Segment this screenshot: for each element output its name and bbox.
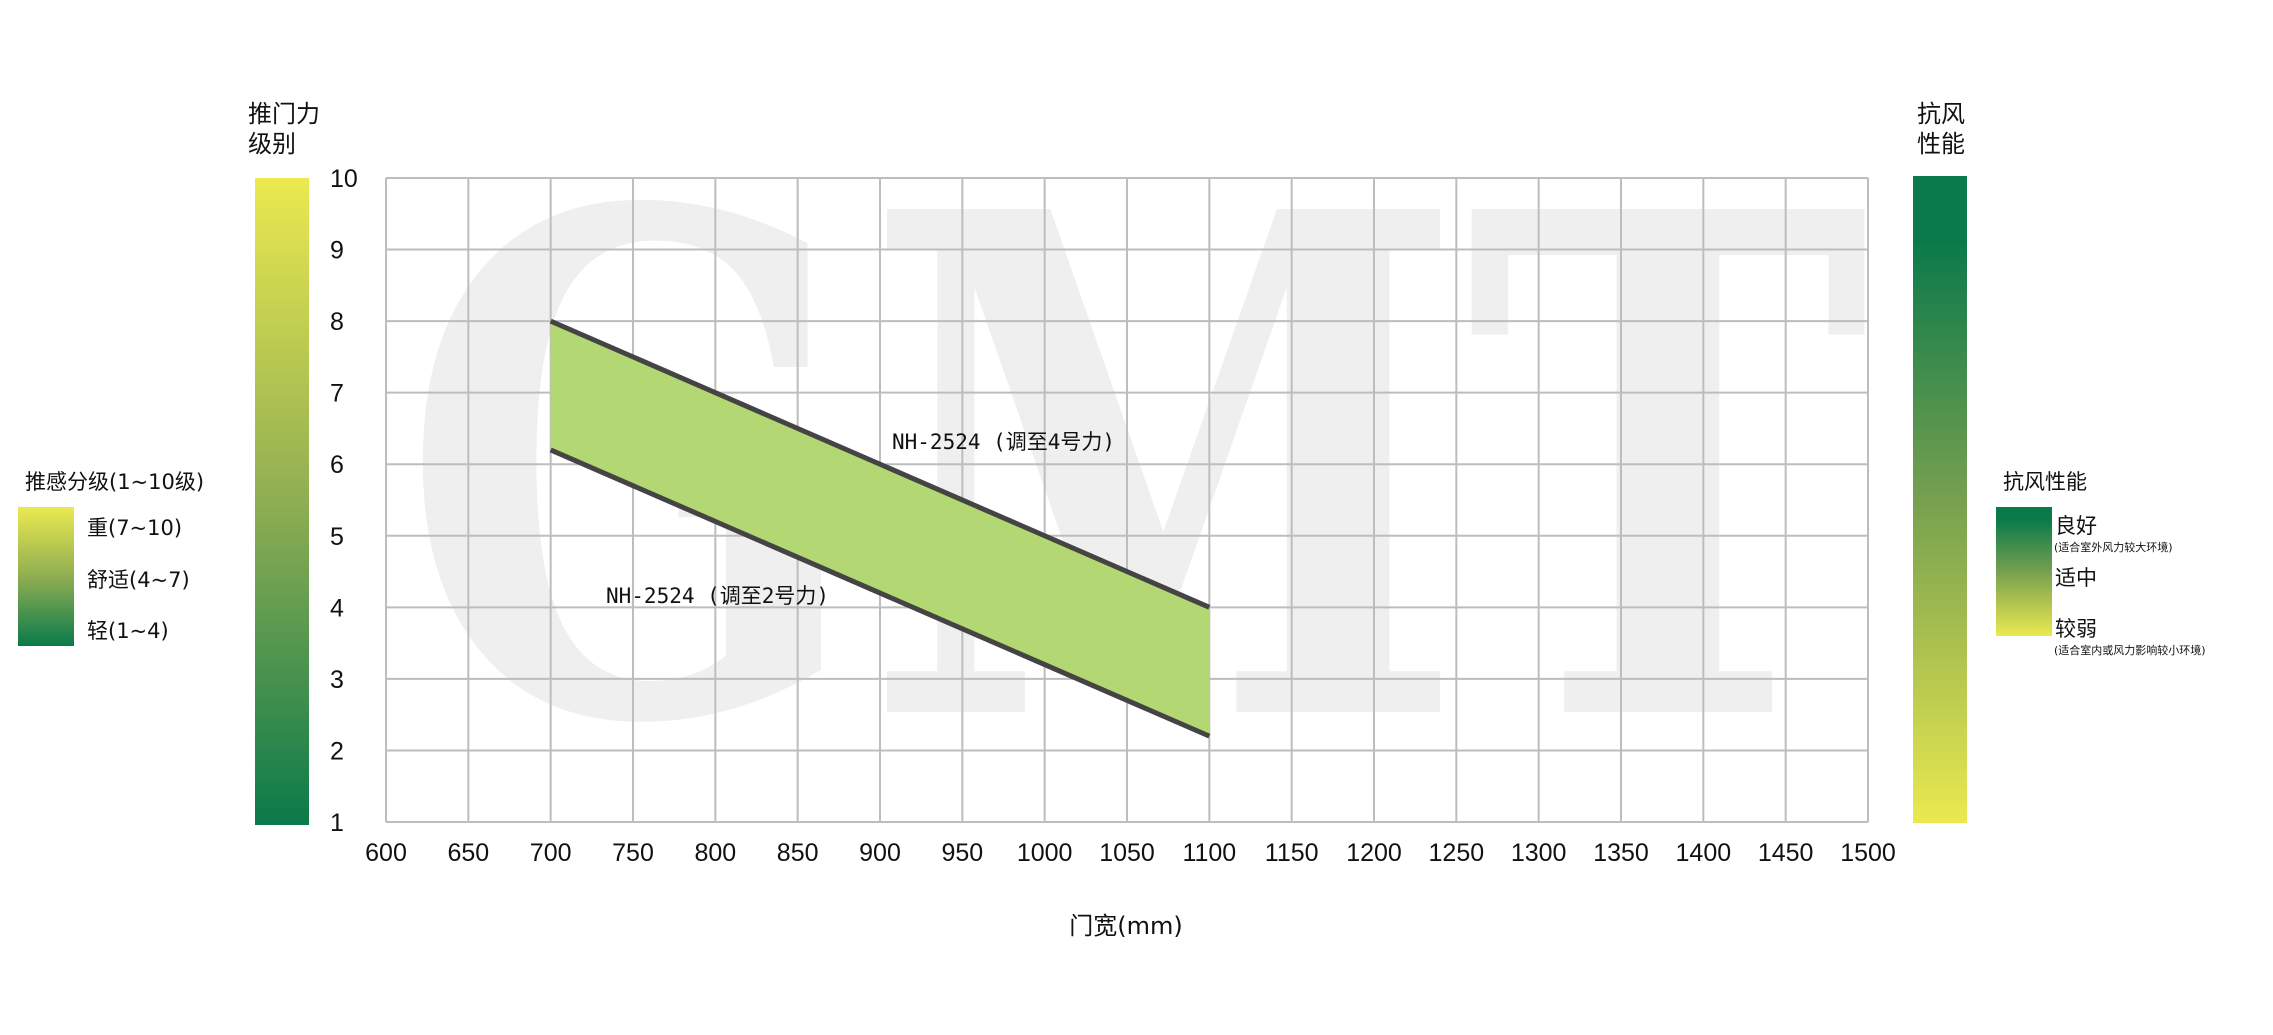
series-line-lower (549, 447, 1211, 739)
push-legend-title: 推感分级(1~10级) (25, 470, 204, 494)
x-tick-label: 850 (777, 839, 819, 867)
x-tick-labels: 600 650 700 750 800 850 900 950 1000 1050 1100 1150… (365, 839, 1896, 867)
y-tick-label: 2 (330, 737, 344, 765)
y-tick-label: 10 (330, 165, 358, 193)
push-legend-swatch (18, 507, 74, 646)
x-tick-label: 1200 (1346, 839, 1402, 867)
band (549, 318, 1211, 739)
x-tick-label: 1050 (1099, 839, 1155, 867)
y-tick-label: 6 (330, 451, 344, 479)
wind-legend-note-weak: (适合室内或风力影响较小环境) (2054, 643, 2206, 657)
push-legend-item-light: 轻(1~4) (87, 619, 169, 643)
wind-legend-note-good: (适合室外风力较大环境) (2054, 540, 2173, 554)
y-tick-label: 5 (330, 523, 344, 551)
series-label-upper: NH-2524 (调至4号力) (892, 430, 1115, 454)
x-tick-label: 900 (859, 839, 901, 867)
x-tick-label: 1250 (1429, 839, 1485, 867)
x-tick-label: 950 (941, 839, 983, 867)
push-legend-item-heavy: 重(7~10) (87, 516, 182, 540)
x-tick-label: 1500 (1840, 839, 1896, 867)
wind-legend-item-medium: 适中 (2055, 566, 2097, 590)
x-tick-label: 1150 (1265, 839, 1319, 867)
wind-legend-title: 抗风性能 (2003, 470, 2087, 494)
x-tick-label: 650 (447, 839, 489, 867)
wind-legend: 抗风性能 良好 (适合室外风力较大环境) 适中 较弱 (适合室内或风力影响较小环… (1996, 470, 2206, 657)
series-label-lower: NH-2524 (调至2号力) (606, 584, 829, 608)
y-axis-label-line1: 推门力 (248, 100, 320, 128)
band-area (550, 321, 1210, 737)
wind-scale-title-line1: 抗风 (1917, 100, 1965, 128)
series-line-upper (549, 318, 1211, 610)
push-legend: 推感分级(1~10级) 重(7~10) 舒适(4~7) 轻(1~4) (18, 470, 204, 646)
x-tick-label: 1350 (1593, 839, 1649, 867)
x-tick-label: 1300 (1511, 839, 1567, 867)
wind-legend-swatch (1996, 507, 2052, 636)
x-tick-label: 1100 (1182, 839, 1236, 867)
x-tick-label: 750 (612, 839, 654, 867)
y-tick-label: 3 (330, 666, 344, 694)
y-tick-labels: 1 2 3 4 5 6 7 8 9 10 (330, 165, 358, 837)
y-tick-label: 1 (330, 809, 344, 837)
x-axis-label: 门宽(mm) (1069, 912, 1182, 940)
x-tick-label: 1000 (1017, 839, 1073, 867)
wind-scale-title-line2: 性能 (1917, 130, 1965, 158)
wind-resistance-color-scale (1913, 176, 1967, 823)
wind-legend-item-weak: 较弱 (2055, 617, 2097, 641)
y-tick-label: 8 (330, 308, 344, 336)
push-legend-item-comfort: 舒适(4~7) (87, 568, 190, 592)
x-tick-label: 800 (694, 839, 736, 867)
y-tick-label: 9 (330, 237, 344, 265)
y-axis-label-line2: 级别 (248, 130, 296, 158)
y-tick-label: 4 (330, 594, 344, 622)
wind-legend-item-good: 良好 (2055, 514, 2097, 538)
y-tick-label: 7 (330, 380, 344, 408)
push-force-color-scale (255, 178, 309, 825)
x-tick-label: 1450 (1758, 839, 1814, 867)
x-tick-label: 700 (530, 839, 572, 867)
x-tick-label: 1400 (1676, 839, 1732, 867)
x-tick-label: 600 (365, 839, 407, 867)
